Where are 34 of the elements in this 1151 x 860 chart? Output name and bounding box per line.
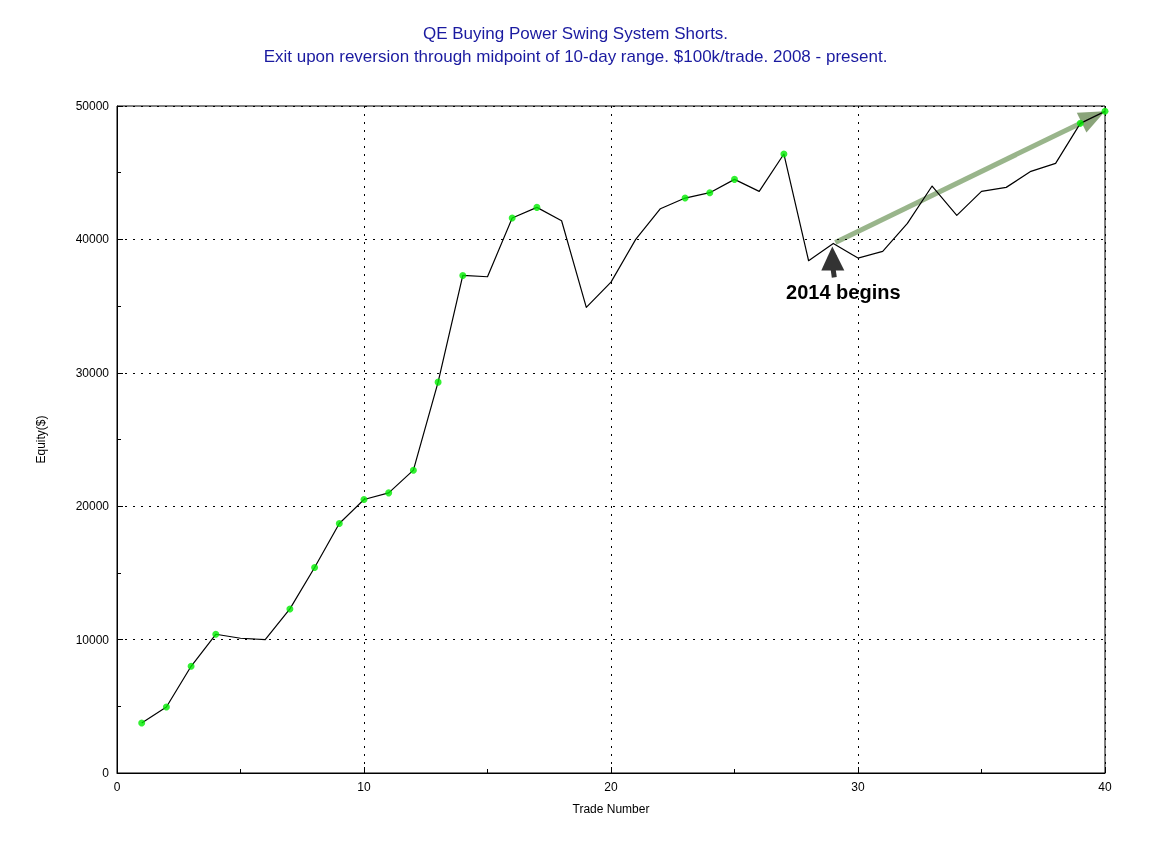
point (731, 175, 738, 183)
point (409, 466, 417, 474)
annotation: 2014 begins (786, 281, 901, 304)
point (187, 662, 195, 670)
x-tick-label: 20 (604, 780, 618, 794)
point (1101, 107, 1109, 115)
point (385, 489, 393, 497)
y-axis-title: Equity($) (34, 415, 48, 464)
y-tick-label: 40000 (75, 232, 110, 247)
chart-title: QE Buying Power Swing System Shorts. (422, 24, 729, 43)
x-tick-label: 40 (1098, 780, 1112, 794)
point (311, 564, 319, 572)
y-tick-label: 20000 (75, 499, 110, 514)
chart-subtitle: Exit upon reversion through midpoint of 10-day range. $100k/trade. 2008 - present. (263, 47, 888, 66)
point (360, 496, 368, 504)
y-tick-label: 50000 (75, 99, 110, 113)
point (286, 605, 294, 613)
point (459, 271, 467, 279)
x-tick-label: 10 (357, 780, 371, 794)
point (212, 630, 220, 638)
y-tick-label: 30000 (75, 365, 110, 380)
x-axis-title: Trade Number (572, 802, 650, 816)
point (162, 703, 170, 711)
point (335, 520, 343, 528)
y-tick-label: 0 (102, 766, 110, 780)
point (138, 719, 146, 727)
point (1076, 119, 1084, 127)
point (706, 189, 714, 197)
x-tick-label: 0 (113, 780, 121, 794)
point (434, 378, 442, 386)
y-tick-label: 10000 (75, 632, 110, 647)
point (533, 203, 541, 211)
point (508, 214, 516, 222)
x-tick-label: 30 (851, 780, 865, 794)
